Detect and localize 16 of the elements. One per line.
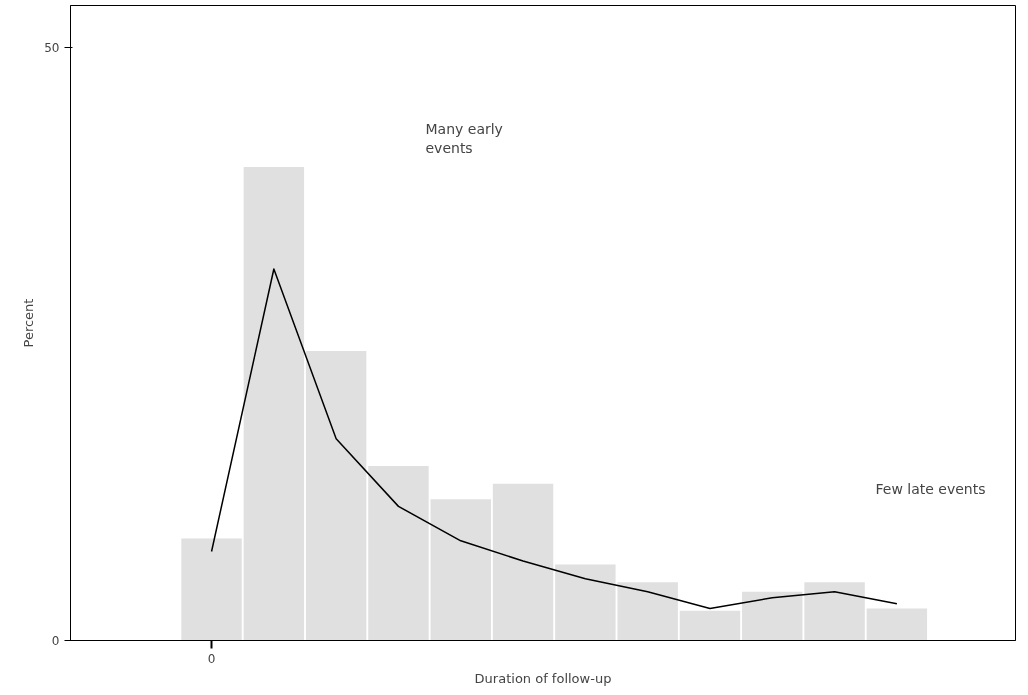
bar: [742, 591, 803, 641]
bar: [243, 166, 305, 641]
annotation: Many early events: [425, 120, 503, 156]
y-tick-label: 50: [44, 40, 60, 55]
bar: [305, 350, 367, 641]
annotation: Few late events: [875, 480, 986, 497]
y-axis-title: Percent: [21, 298, 37, 348]
x-axis-title: Duration of follow-up: [474, 670, 612, 686]
bar: [368, 466, 429, 641]
text: 0: [207, 651, 216, 666]
bar: [679, 610, 741, 641]
bar: [430, 499, 491, 641]
bar: [181, 538, 242, 641]
bar: [804, 582, 865, 641]
bar: [866, 608, 928, 641]
bar: [492, 483, 554, 641]
